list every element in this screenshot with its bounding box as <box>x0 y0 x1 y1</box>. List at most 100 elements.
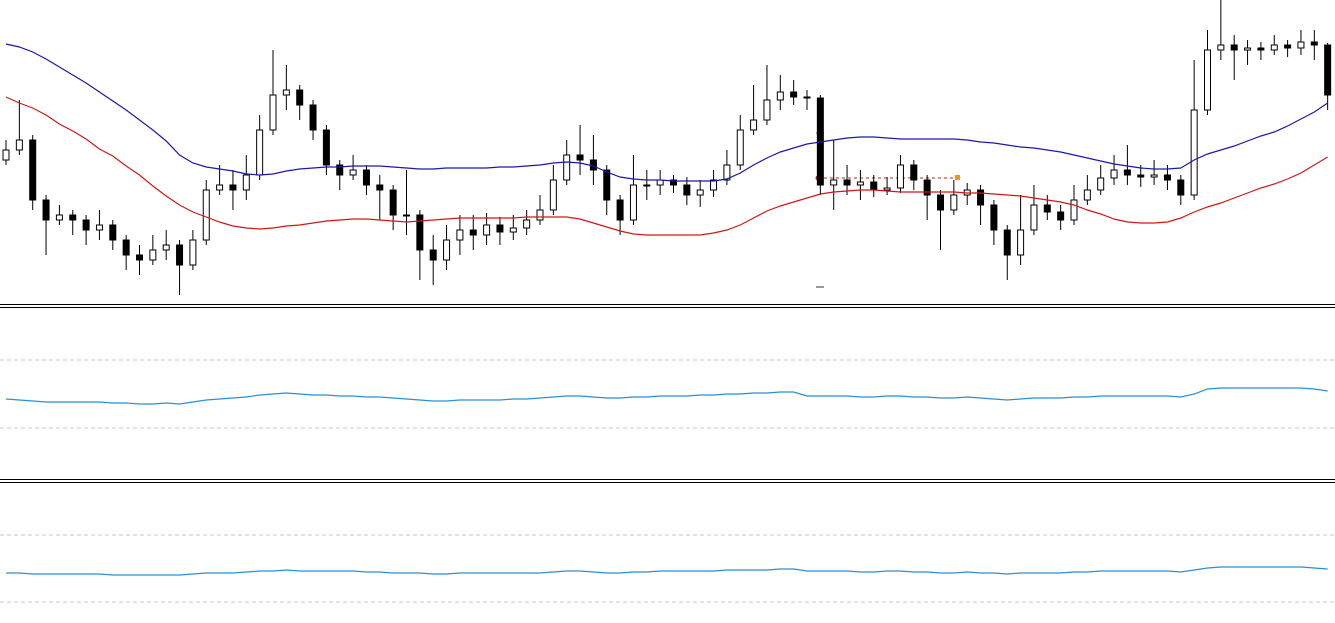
candle-body <box>15 139 23 151</box>
candle-body <box>616 199 624 221</box>
candle-body <box>736 129 744 166</box>
candle-body <box>950 194 958 211</box>
candle-body <box>563 154 571 181</box>
candle-body <box>830 179 838 186</box>
candle-body <box>843 179 851 186</box>
candle-body <box>69 214 77 221</box>
candle-body <box>790 91 798 98</box>
candle-body <box>456 229 464 241</box>
candle-body <box>122 239 130 256</box>
candle-body <box>870 181 878 191</box>
candle-body <box>216 184 224 191</box>
candle-body <box>416 214 424 251</box>
candle-body <box>549 179 557 211</box>
candle-body <box>296 89 304 106</box>
candle-body <box>763 99 771 121</box>
candle-body <box>1097 177 1105 191</box>
candle-body <box>362 169 370 186</box>
candle-body <box>1177 179 1185 196</box>
candle-body <box>1190 109 1198 196</box>
candle-body <box>523 219 531 229</box>
candle-body <box>109 224 117 241</box>
candle-body <box>1217 44 1225 51</box>
candle-body <box>803 96 811 99</box>
candle-body <box>1003 229 1011 256</box>
candle-body <box>977 189 985 206</box>
candle-body <box>776 91 784 101</box>
candle-body <box>1257 47 1265 51</box>
candle-body <box>149 249 157 261</box>
candle-body <box>1244 47 1252 51</box>
candle-body <box>696 189 704 196</box>
candle-body <box>603 169 611 201</box>
candle-body <box>1123 169 1131 176</box>
candle-body <box>1150 174 1158 178</box>
candle-body <box>670 179 677 186</box>
candle-body <box>496 224 504 233</box>
candle-body <box>896 164 904 189</box>
candle-body <box>723 164 731 181</box>
candle-body <box>509 227 517 233</box>
candle-body <box>1057 211 1065 221</box>
indicator-line <box>5 387 1328 405</box>
candle-body <box>42 199 50 221</box>
candle-body <box>750 119 758 131</box>
candle-body <box>269 94 277 131</box>
candle-body <box>376 184 384 191</box>
candle-body <box>55 214 63 221</box>
candle-body <box>389 189 397 216</box>
candle-body <box>1284 44 1292 49</box>
trade-close <box>955 175 960 180</box>
candle-body <box>1110 169 1118 179</box>
candle-body <box>29 139 37 201</box>
moving-average <box>5 96 1328 236</box>
moving-average <box>5 43 1328 182</box>
candle-body <box>202 189 210 241</box>
candle-body <box>856 181 864 186</box>
candle-body <box>1163 174 1171 181</box>
candle-body <box>1017 229 1025 256</box>
candle-body <box>1297 41 1305 49</box>
candle-body <box>336 164 344 176</box>
candle-body <box>483 224 491 236</box>
candle-body <box>1324 44 1332 96</box>
candle-body <box>429 249 437 261</box>
candle-body <box>576 154 584 161</box>
candle-body <box>937 194 944 211</box>
candle-body <box>1204 49 1211 111</box>
candle-body <box>443 239 451 261</box>
candle-body <box>990 204 998 231</box>
candle-body <box>282 89 290 96</box>
candle-body <box>883 187 891 191</box>
candle-body <box>629 184 637 221</box>
candle-body <box>309 104 317 131</box>
candle-body <box>1230 44 1238 51</box>
candle-body <box>923 179 931 196</box>
candle-body <box>710 179 718 191</box>
candle-body <box>176 244 184 266</box>
candle-body <box>1137 174 1145 178</box>
candle-body <box>536 209 544 221</box>
candle-body <box>82 219 90 231</box>
candle-body <box>162 244 170 251</box>
candle-body <box>242 174 250 191</box>
candle-body <box>1043 204 1051 213</box>
candle-body <box>349 169 357 176</box>
candle-body <box>229 184 237 191</box>
candle-body <box>136 254 143 261</box>
candle-body <box>910 164 918 181</box>
candle-body <box>469 229 477 236</box>
candle-body <box>643 184 651 187</box>
candle-body <box>1310 41 1318 46</box>
candle-body <box>189 239 197 266</box>
candle-body <box>1083 189 1091 201</box>
candle-body <box>403 214 410 217</box>
candle-body <box>2 149 10 161</box>
candle-body <box>683 184 691 196</box>
candle-body <box>256 129 264 176</box>
candle-body <box>322 129 330 166</box>
candle-body <box>1070 199 1078 221</box>
